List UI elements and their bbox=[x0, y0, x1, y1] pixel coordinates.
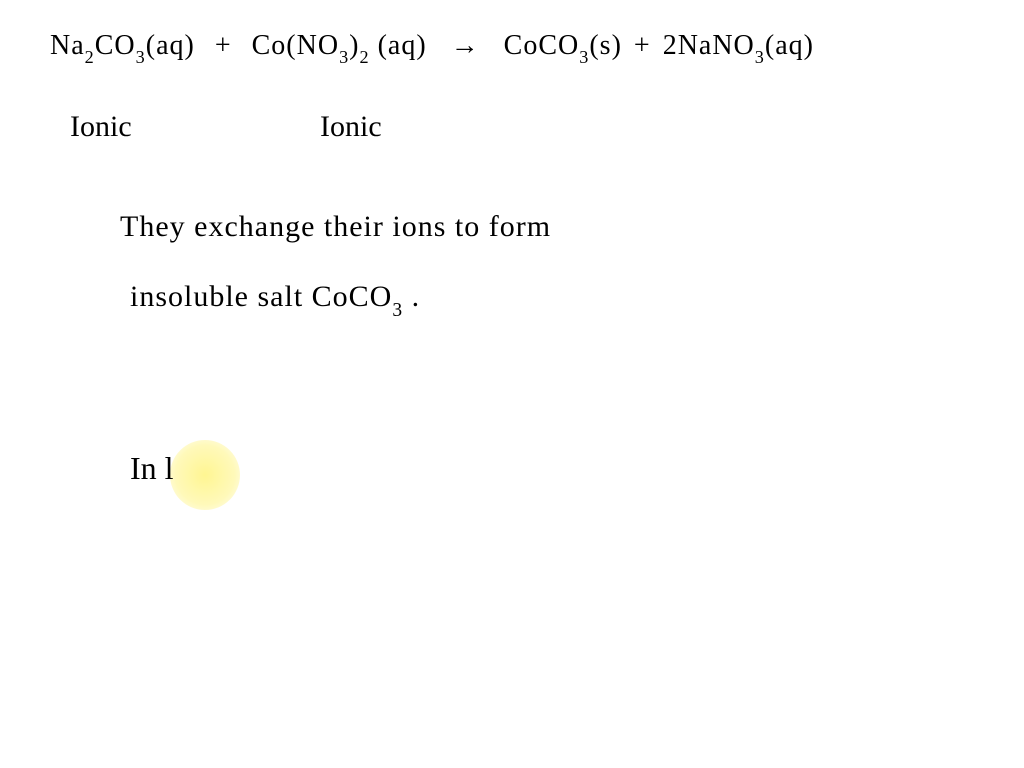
cursor-highlight bbox=[170, 440, 240, 510]
equation-line: Na2CO3(aq) + Co(NO3)2 (aq) → CoCO3(s) + … bbox=[50, 30, 814, 66]
explanation-line-2-text: insoluble salt bbox=[130, 280, 312, 313]
explanation-line-1: They exchange their ions to form bbox=[120, 210, 551, 244]
explanation-line-2: insoluble salt CoCO3 . bbox=[130, 280, 420, 319]
reactant-2: Co(NO3)2 (aq) bbox=[252, 30, 427, 61]
product-2: 2NaNO3(aq) bbox=[663, 30, 814, 61]
label-ionic-left: Ionic bbox=[70, 110, 132, 144]
label-ionic-right: Ionic bbox=[320, 110, 382, 144]
fragment-before: In bbox=[130, 450, 165, 486]
fragment-text: In l bbox=[130, 450, 174, 487]
plus-1: + bbox=[215, 30, 232, 61]
reaction-arrow: → bbox=[451, 30, 480, 61]
plus-2: + bbox=[634, 30, 651, 61]
product-1: CoCO3(s) bbox=[504, 30, 622, 61]
fragment-in-highlight: l bbox=[165, 450, 174, 486]
handwritten-page: Na2CO3(aq) + Co(NO3)2 (aq) → CoCO3(s) + … bbox=[0, 0, 1024, 768]
explanation-salt-formula: CoCO3 . bbox=[312, 280, 420, 313]
reactant-1: Na2CO3(aq) bbox=[50, 30, 195, 61]
